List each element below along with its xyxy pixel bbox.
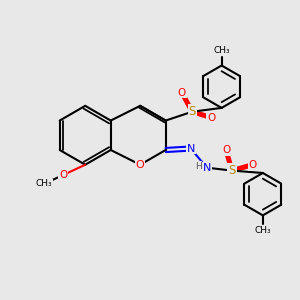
Text: CH₃: CH₃ <box>254 226 271 235</box>
Text: N: N <box>187 143 195 154</box>
Text: O: O <box>178 88 186 98</box>
Text: O: O <box>207 112 215 123</box>
Text: N: N <box>203 163 211 173</box>
Text: O: O <box>222 145 230 155</box>
Text: O: O <box>136 160 145 170</box>
Text: CH₃: CH₃ <box>213 46 230 55</box>
Text: S: S <box>228 164 236 177</box>
Text: CH₃: CH₃ <box>36 179 52 188</box>
Text: O: O <box>59 170 67 180</box>
Text: O: O <box>248 160 257 170</box>
Text: H: H <box>195 162 201 171</box>
Text: S: S <box>188 105 196 118</box>
